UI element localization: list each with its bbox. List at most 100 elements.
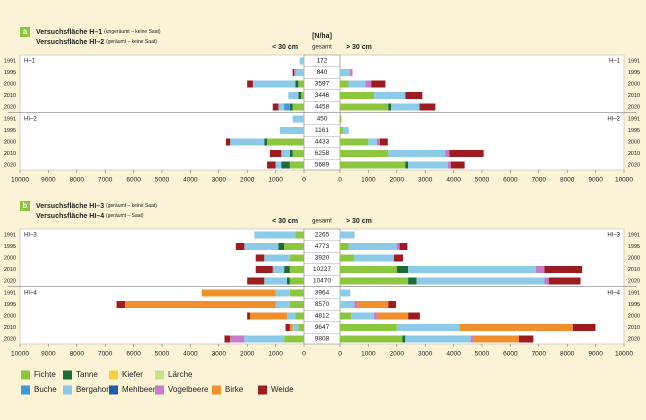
right-header: > 30 cm xyxy=(346,44,372,51)
x-tick-label: 9000 xyxy=(588,177,603,184)
bar-segment xyxy=(289,161,304,169)
legend-swatch xyxy=(109,370,118,380)
group-label: HI–4 xyxy=(24,291,37,297)
total-value: 2265 xyxy=(315,232,330,239)
x-tick-label: 0 xyxy=(302,177,306,184)
year-label: 2020 xyxy=(628,278,640,284)
bar-segment xyxy=(225,138,231,146)
bar-segment xyxy=(254,231,296,239)
x-tick-label: 3000 xyxy=(418,177,433,184)
x-tick-label: 10000 xyxy=(615,351,633,358)
total-value: 1161 xyxy=(315,127,329,134)
legend-label: Weide xyxy=(271,385,294,394)
bar-segment xyxy=(340,243,349,250)
bar-segment xyxy=(391,103,420,111)
bar-segment xyxy=(396,243,400,250)
year-label: 1991 xyxy=(4,58,16,64)
bar-segment xyxy=(289,266,304,273)
bar-segment xyxy=(340,324,397,331)
bar-segment xyxy=(298,92,302,99)
bar-segment xyxy=(235,243,245,250)
x-tick-label: 4000 xyxy=(183,351,198,358)
year-label: 2000 xyxy=(4,313,16,319)
bar-segment xyxy=(340,161,406,169)
bar-segment xyxy=(340,312,352,320)
total-value: 4458 xyxy=(315,104,330,111)
x-tick-label: 8000 xyxy=(560,177,575,184)
x-tick-label: 10000 xyxy=(11,351,29,358)
center-header: gesamt xyxy=(312,219,332,225)
bar-segment xyxy=(284,335,304,343)
bar-segment xyxy=(405,161,409,169)
group-label: HI–2 xyxy=(24,117,37,123)
legend-label: Lärche xyxy=(168,370,193,379)
bar-segment xyxy=(393,254,404,262)
bar-segment xyxy=(408,312,420,320)
x-tick-label: 9000 xyxy=(588,351,603,358)
year-label: 1995 xyxy=(4,70,16,76)
x-tick-label: 0 xyxy=(338,351,342,358)
legend-label: Buche xyxy=(34,385,57,394)
group-label: H–1 xyxy=(24,59,36,65)
legend-label: Vogelbeere xyxy=(168,385,209,394)
group-label: HI–2 xyxy=(607,117,620,123)
title-text: Versuchsfläche HI–4 xyxy=(36,213,104,220)
bar-segment xyxy=(399,243,408,250)
bar-segment xyxy=(340,254,355,262)
bar-segment xyxy=(267,161,276,169)
bar-segment xyxy=(286,312,296,320)
total-value: 3964 xyxy=(315,290,330,297)
bar-segment xyxy=(295,231,304,239)
bar-segment xyxy=(295,80,299,88)
bar-segment xyxy=(518,335,534,343)
year-label: 2000 xyxy=(628,255,640,261)
bar-segment xyxy=(272,266,285,273)
bar-segment xyxy=(295,69,304,76)
total-value: 4773 xyxy=(315,243,330,250)
x-tick-label: 6000 xyxy=(126,177,141,184)
bar-segment xyxy=(548,277,581,285)
bar-segment xyxy=(230,335,245,343)
group-label: HI–3 xyxy=(24,233,37,239)
year-label: 2000 xyxy=(4,139,16,145)
bar-segment xyxy=(340,69,350,76)
year-label: 1991 xyxy=(4,116,16,122)
panel-title: Versuchsfläche H–1 (ungeräumt – keine Sa… xyxy=(36,29,161,36)
x-tick-label: 3000 xyxy=(212,351,227,358)
bar-segment xyxy=(416,277,545,285)
bar-segment xyxy=(289,254,304,262)
bar-segment xyxy=(340,115,342,123)
x-tick-label: 7000 xyxy=(532,177,547,184)
year-label: 2020 xyxy=(628,104,640,110)
year-label: 1995 xyxy=(628,302,640,308)
bar-segment xyxy=(572,324,596,331)
year-label: 2020 xyxy=(4,336,16,342)
bar-segment xyxy=(298,324,304,331)
x-tick-label: 9000 xyxy=(41,177,56,184)
x-tick-label: 1000 xyxy=(268,177,283,184)
total-value: 3920 xyxy=(315,255,330,262)
bar-segment xyxy=(244,335,285,343)
bar-segment xyxy=(289,324,293,331)
bar-segment xyxy=(388,150,446,157)
bar-segment xyxy=(230,138,265,146)
total-value: 6258 xyxy=(315,150,330,157)
bar-segment xyxy=(247,312,251,320)
x-tick-label: 10000 xyxy=(11,177,29,184)
x-tick-label: 8000 xyxy=(560,351,575,358)
total-value: 8570 xyxy=(315,301,330,308)
legend-label: Tanne xyxy=(76,370,98,379)
panel-title: Versuchsfläche HI–2 (geräumt – keine Saa… xyxy=(36,39,157,46)
bar-segment xyxy=(294,69,296,76)
group-label: H–1 xyxy=(609,59,621,65)
bar-segment xyxy=(295,312,304,320)
x-tick-label: 2000 xyxy=(240,351,255,358)
bar-segment xyxy=(340,80,349,88)
bar-segment xyxy=(447,161,451,169)
bar-segment xyxy=(289,150,293,157)
year-label: 2010 xyxy=(628,325,640,331)
year-label: 1995 xyxy=(628,70,640,76)
bar-segment xyxy=(340,231,355,239)
year-label: 1991 xyxy=(628,116,640,122)
unit-label: [N/ha] xyxy=(312,33,332,40)
